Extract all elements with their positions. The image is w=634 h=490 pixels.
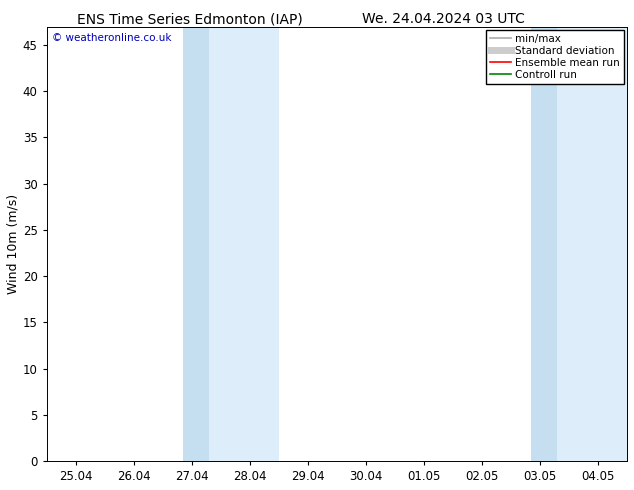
Text: ENS Time Series Edmonton (IAP): ENS Time Series Edmonton (IAP) — [77, 12, 303, 26]
Bar — [209, 26, 279, 461]
Bar — [557, 26, 627, 461]
Bar — [531, 26, 557, 461]
Bar — [183, 26, 209, 461]
Legend: min/max, Standard deviation, Ensemble mean run, Controll run: min/max, Standard deviation, Ensemble me… — [486, 30, 624, 84]
Text: © weatheronline.co.uk: © weatheronline.co.uk — [53, 33, 172, 43]
Y-axis label: Wind 10m (m/s): Wind 10m (m/s) — [7, 194, 20, 294]
Text: We. 24.04.2024 03 UTC: We. 24.04.2024 03 UTC — [363, 12, 525, 26]
